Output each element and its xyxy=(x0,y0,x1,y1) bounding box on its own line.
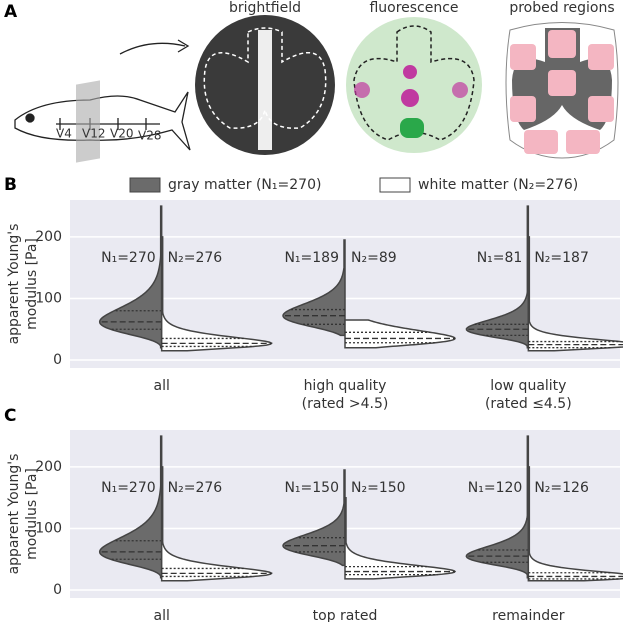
n-label: N₁=270 xyxy=(101,250,156,266)
n-label: N₁=81 xyxy=(477,250,523,266)
probe-squares xyxy=(510,30,614,154)
y-tick-label: 0 xyxy=(53,582,62,598)
fish-drawing xyxy=(14,39,191,151)
y-axis-label: apparent Young's xyxy=(6,224,22,345)
n-label: N₂=187 xyxy=(534,250,589,266)
n-label: N₂=276 xyxy=(168,250,223,266)
x-tick-label: (rated >4.5) xyxy=(302,396,389,412)
y-tick-label: 200 xyxy=(35,229,62,245)
panel-label: C xyxy=(4,406,16,426)
n-label: N₁=189 xyxy=(284,250,339,266)
image-title: brightfield xyxy=(229,0,301,16)
panel-label: B xyxy=(4,175,17,195)
legend-swatch xyxy=(379,177,411,193)
y-axis-label: modulus [Pa] xyxy=(24,468,40,560)
y-tick-label: 100 xyxy=(35,290,62,306)
x-tick-label: all xyxy=(153,608,169,622)
violin xyxy=(160,236,273,352)
n-label: N₂=150 xyxy=(351,480,406,496)
n-label: N₂=276 xyxy=(168,480,223,496)
n-label: N₂=89 xyxy=(351,250,397,266)
vertebra-label: V4 xyxy=(56,127,72,141)
x-tick-label: high quality xyxy=(304,378,387,394)
violin xyxy=(98,435,163,579)
violin xyxy=(465,435,530,579)
n-label: N₂=126 xyxy=(534,480,589,496)
violin xyxy=(344,496,457,580)
fluorescence-image xyxy=(346,17,482,153)
y-tick-label: 100 xyxy=(35,520,62,536)
violin xyxy=(527,236,623,352)
x-tick-label: (rated ≤4.5) xyxy=(485,396,572,412)
legend-swatch xyxy=(129,177,161,193)
y-tick-label: 0 xyxy=(53,352,62,368)
x-tick-label: all xyxy=(153,378,169,394)
spot xyxy=(403,65,417,79)
x-tick-label: top rated xyxy=(313,608,378,622)
spot xyxy=(400,118,424,138)
x-tick-label: low quality xyxy=(490,378,566,394)
violin xyxy=(160,466,273,582)
violin xyxy=(282,469,346,567)
x-tick-label: remainder xyxy=(492,608,565,622)
y-axis-label: apparent Young's xyxy=(6,454,22,575)
violin xyxy=(282,239,346,337)
image-title: probed regions xyxy=(509,0,614,16)
violin xyxy=(465,205,530,349)
legend-label: gray matter (N₁=270) xyxy=(168,177,321,193)
section-plane xyxy=(76,80,100,163)
n-label: N₁=150 xyxy=(284,480,339,496)
vertebra-label: V12 xyxy=(82,127,105,141)
n-label: N₁=120 xyxy=(468,480,523,496)
y-axis-label: modulus [Pa] xyxy=(24,238,40,330)
vertebra-label: V28 xyxy=(138,129,161,143)
spot xyxy=(354,82,370,98)
legend-label: white matter (N₂=276) xyxy=(418,177,578,193)
spot xyxy=(401,89,419,107)
panel-label: A xyxy=(4,2,18,22)
violin xyxy=(527,466,623,582)
image-title: fluorescence xyxy=(369,0,458,16)
violin xyxy=(98,205,163,349)
n-label: N₁=270 xyxy=(101,480,156,496)
outline xyxy=(353,25,475,141)
outline xyxy=(203,27,327,129)
vertebra-label: V20 xyxy=(110,127,133,141)
y-tick-label: 200 xyxy=(35,459,62,475)
spot xyxy=(452,82,468,98)
